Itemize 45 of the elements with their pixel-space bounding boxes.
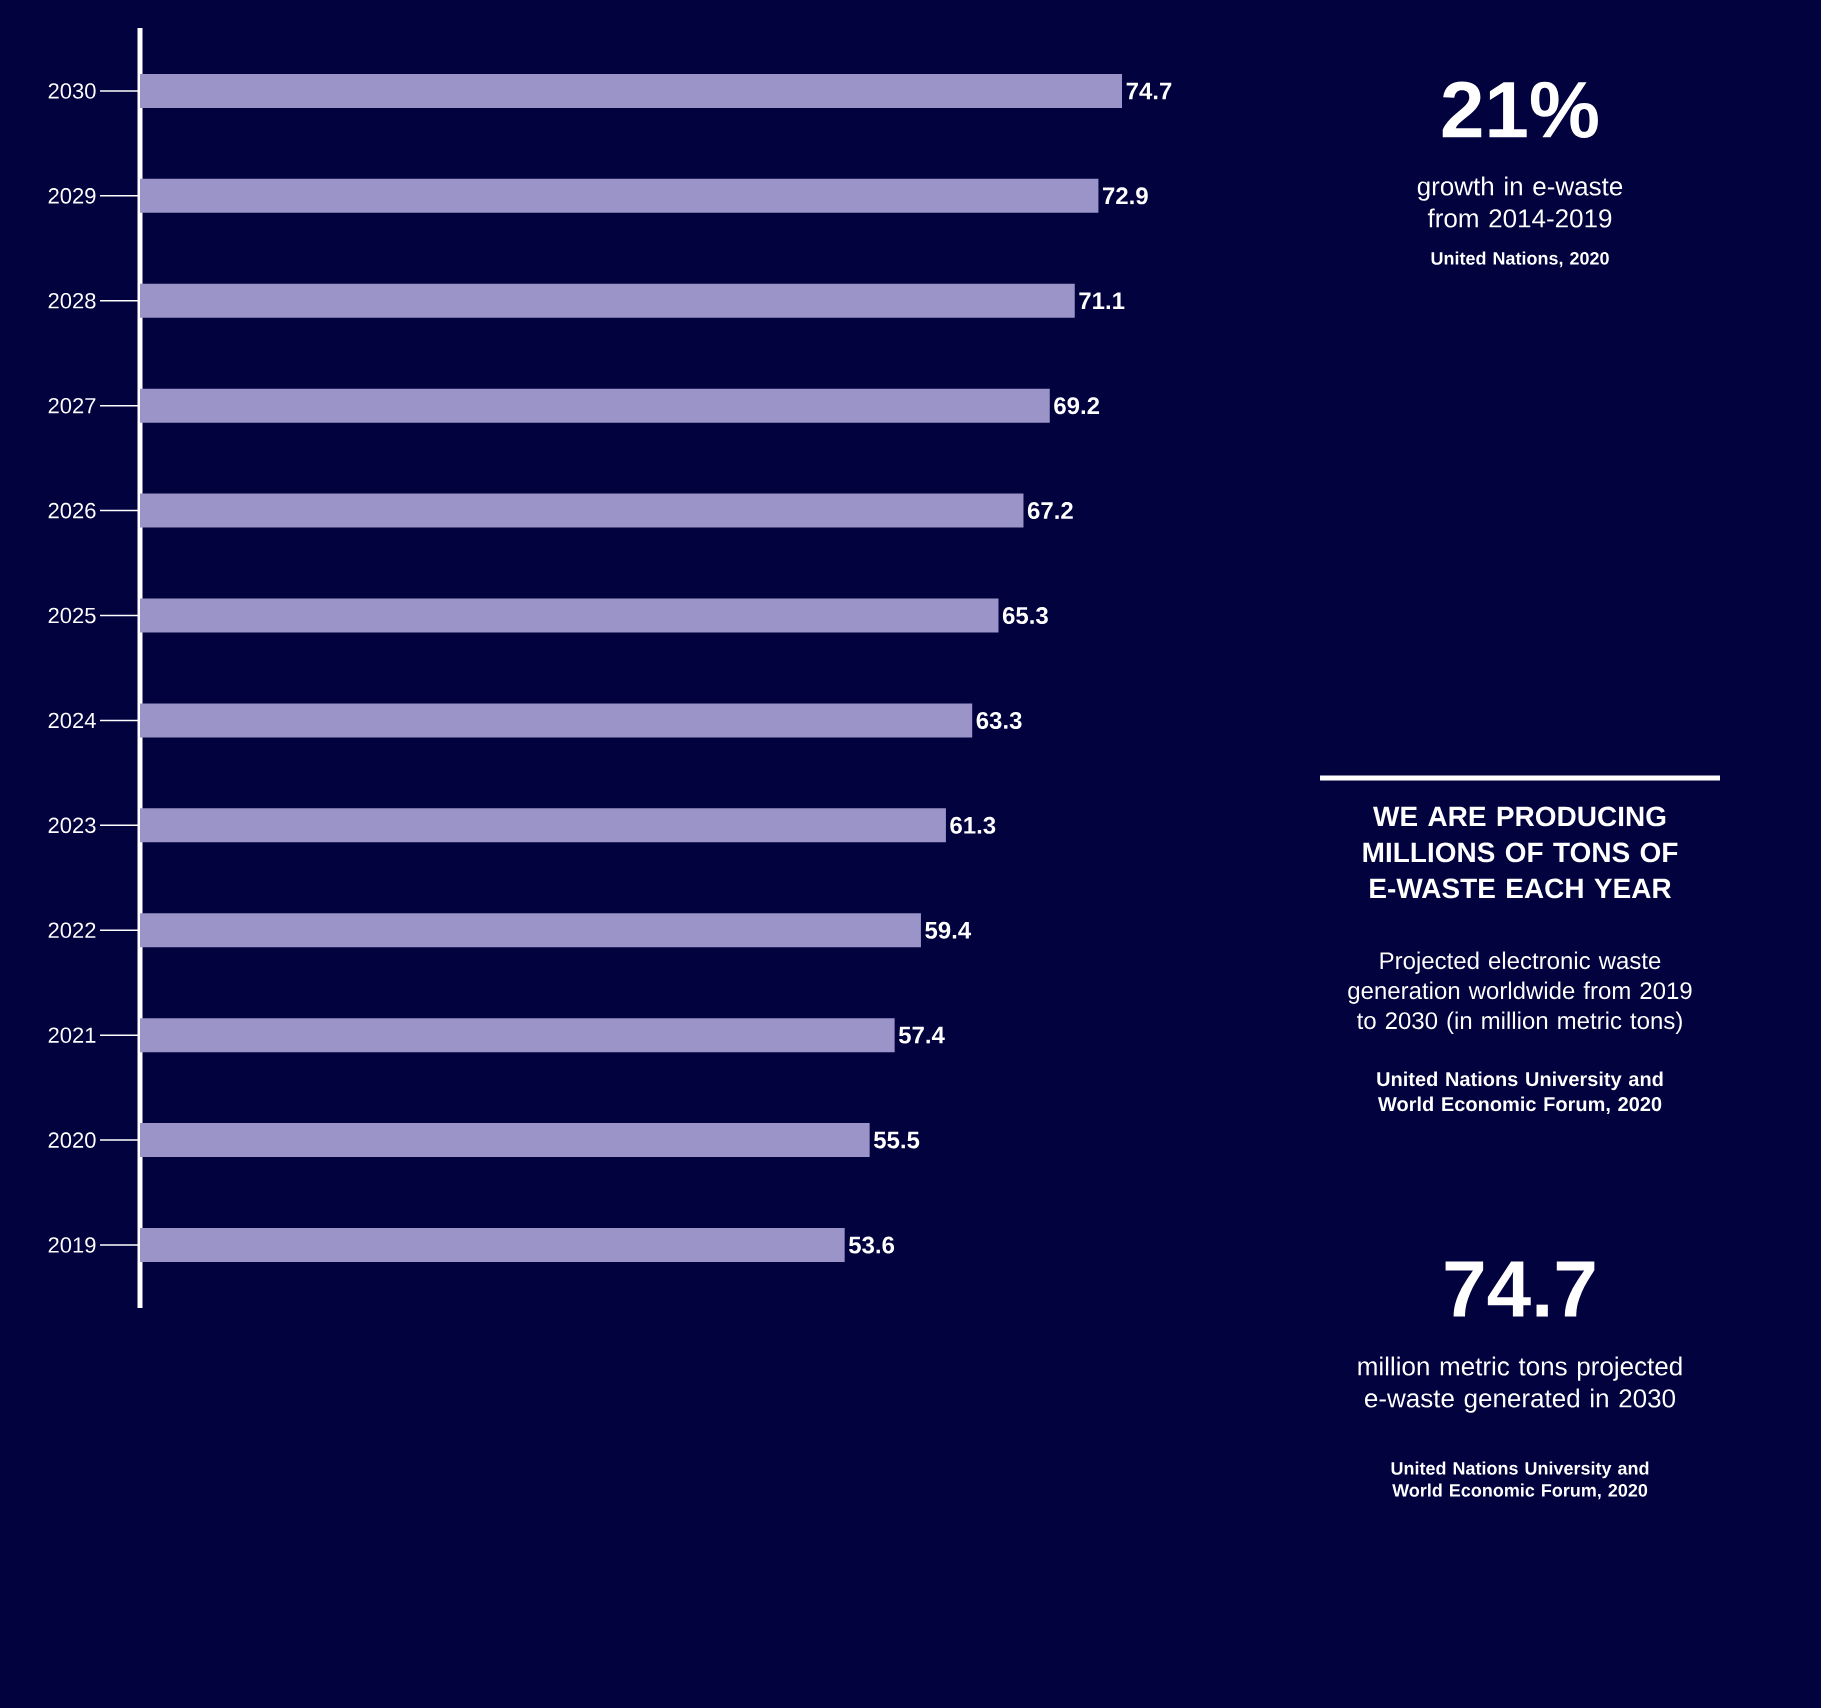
y-tick-label: 2019 [48, 1237, 96, 1253]
data-label: 59.4 [925, 921, 972, 939]
data-label: 65.3 [1002, 607, 1048, 625]
data-label: 72.9 [1102, 187, 1148, 205]
data-label: 55.5 [873, 1131, 920, 1149]
text: growth in e-waste from 2014-2019 [1417, 176, 1623, 228]
bar [140, 808, 946, 843]
bar [140, 493, 1024, 528]
y-tick-label: 2024 [48, 712, 96, 729]
text: United Nations University and World Economic Forum, 2020 [1377, 1071, 1663, 1115]
data-label: 69.2 [1054, 397, 1100, 415]
y-tick-label: 2020 [48, 1132, 96, 1148]
text: Projected electronic waste generation worldwide from 2019 to 2030 (in million metric tons) [1348, 951, 1692, 1034]
bar [140, 1228, 845, 1263]
data-label: 71.1 [1079, 292, 1125, 310]
y-tick-label: 2023 [48, 817, 96, 834]
data-label: 53.6 [848, 1236, 895, 1254]
y-tick-label: 2030 [48, 83, 96, 99]
bar [140, 598, 999, 633]
y-tick-label: 2027 [48, 397, 96, 414]
bar [140, 703, 973, 738]
bar [140, 178, 1099, 213]
data-label: 63.3 [976, 711, 1022, 729]
y-tick-label: 2022 [48, 922, 96, 939]
text: United Nations University and World Economic Forum, 2020 [1391, 1461, 1649, 1500]
bar [140, 913, 921, 948]
data-label: 74.7 [1126, 82, 1172, 100]
text: United Nations, 2020 [1431, 251, 1609, 268]
data-label: 57.4 [898, 1026, 945, 1044]
data-label: 67.2 [1027, 502, 1073, 520]
text: million metric tons projected e-waste generated in 2030 [1358, 1356, 1682, 1413]
data-label: 61.3 [950, 816, 996, 834]
y-tick-label: 2025 [48, 607, 96, 624]
text: WE ARE PRODUCING MILLIONS OF TONS OF E-WASTE EACH YEAR [1363, 806, 1678, 899]
y-tick-label: 2021 [48, 1027, 96, 1043]
bar [140, 283, 1075, 318]
y-tick-label: 2028 [48, 292, 96, 309]
y-tick-label: 2029 [48, 188, 96, 204]
bar [140, 1018, 895, 1053]
text: 21% [1442, 81, 1598, 138]
bar [140, 388, 1050, 423]
bar [140, 1123, 870, 1158]
text: 74.7 [1445, 1261, 1595, 1317]
bar [140, 73, 1123, 108]
y-tick-label: 2026 [48, 502, 96, 519]
